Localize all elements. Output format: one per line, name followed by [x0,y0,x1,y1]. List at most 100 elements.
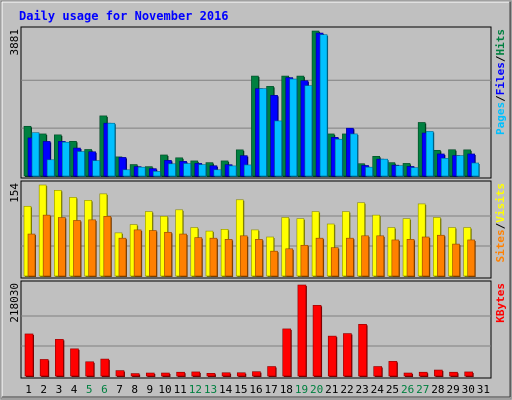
panel-kbytes-ymax-label: 218030 [8,283,21,323]
bar-kbytes-25 [388,361,398,377]
chart-title: Daily usage for November 2016 [19,9,229,23]
panel-kbytes-legend: KBytes [494,283,507,323]
panel-hits-ymax-label: 3881 [8,29,21,56]
bar-pages-15 [243,164,252,177]
day-label-3: 3 [56,383,63,396]
bar-pages-10 [168,163,176,177]
day-label-7: 7 [116,383,123,396]
day-label-5: 5 [86,383,93,396]
legend-pages: Pages [494,102,507,135]
legend-hits: Hits [494,29,507,56]
bar-pages-2 [46,159,55,177]
panel-visits: 154 Sites/Visits [8,180,507,279]
bar-kbytes-26 [403,372,413,377]
bar-kbytes-15 [236,372,246,377]
bar-pages-23 [365,166,373,177]
panel-visits-legend: Sites/Visits [494,183,507,263]
day-label-9: 9 [147,383,154,396]
bar-sites-18 [285,248,294,277]
bar-kbytes-9 [145,372,155,377]
bar-sites-2 [42,214,51,277]
bar-sites-25 [391,239,400,277]
bar-kbytes-18 [282,328,292,377]
day-label-13: 13 [204,383,217,396]
bar-kbytes-10 [161,372,170,377]
bar-pages-28 [441,158,449,177]
bar-sites-5 [88,219,96,277]
bar-sites-26 [406,239,415,277]
bar-pages-21 [334,138,343,177]
day-label-27: 27 [416,383,429,396]
bar-kbytes-8 [130,373,140,377]
bar-kbytes-14 [221,372,231,377]
bar-sites-10 [164,231,172,277]
bar-sites-13 [209,237,218,277]
bar-kbytes-4 [70,348,79,377]
bar-kbytes-11 [176,371,185,377]
bar-kbytes-21 [327,335,337,377]
bar-pages-4 [77,151,85,177]
bar-pages-19 [304,85,313,177]
bar-pages-20 [319,34,328,177]
day-label-14: 14 [219,383,233,396]
bar-sites-24 [376,235,385,277]
bar-sites-3 [58,217,66,277]
day-label-23: 23 [356,383,369,396]
bar-kbytes-20 [312,305,322,377]
bar-pages-25 [395,165,404,177]
bar-sites-23 [361,235,369,277]
day-label-25: 25 [386,383,399,396]
bar-kbytes-2 [39,359,49,377]
bar-sites-8 [133,229,142,277]
bar-files-7 [118,157,127,177]
day-label-16: 16 [249,383,262,396]
day-label-30: 30 [462,383,475,396]
panel-kbytes: 218030 KBytes [8,280,507,379]
day-label-28: 28 [431,383,444,396]
bar-sites-20 [315,237,324,277]
bar-kbytes-12 [191,371,201,377]
bar-files-2 [42,141,51,177]
bar-sites-11 [179,233,187,277]
bar-kbytes-17 [267,366,276,377]
bar-pages-9 [152,171,161,177]
bar-sites-19 [300,244,309,277]
day-label-31: 31 [477,383,490,396]
bar-pages-27 [425,131,434,177]
day-label-19: 19 [295,383,308,396]
day-label-10: 10 [158,383,171,396]
bar-kbytes-19 [297,284,307,377]
bar-kbytes-24 [373,366,383,377]
day-label-4: 4 [71,383,78,396]
bar-sites-16 [255,239,263,277]
day-label-26: 26 [401,383,414,396]
legend-kbytes: KBytes [494,283,507,323]
bar-pages-17 [274,120,282,177]
series-kbytes [24,284,474,377]
bar-sites-27 [421,236,430,277]
day-label-6: 6 [101,383,108,396]
day-label-12: 12 [189,383,202,396]
bar-sites-7 [118,237,127,277]
bar-kbytes-7 [115,370,125,377]
bar-sites-29 [452,243,460,277]
bar-sites-28 [437,234,445,277]
bar-pages-24 [380,158,389,177]
chart-panels: 3881Pages/Files/Hits154Sites/Visits21803… [8,26,507,379]
bar-kbytes-27 [418,371,428,377]
legend-separator: / [494,55,507,62]
bar-kbytes-1 [24,333,34,377]
bar-pages-3 [62,141,70,177]
day-label-18: 18 [280,383,293,396]
day-label-24: 24 [371,383,385,396]
x-axis-day-labels: 1 2 3 4 5 6 7 8 9 10 11 12 13 14 15 16 17 18 19 20 21 22 23 24 2… [25,383,490,396]
bar-pages-5 [92,160,100,177]
bar-sites-15 [239,235,248,277]
bar-kbytes-30 [464,371,473,377]
bar-pages-1 [31,132,40,177]
series-pages [31,34,480,178]
bar-sites-17 [270,250,278,277]
bar-sites-6 [103,216,112,277]
